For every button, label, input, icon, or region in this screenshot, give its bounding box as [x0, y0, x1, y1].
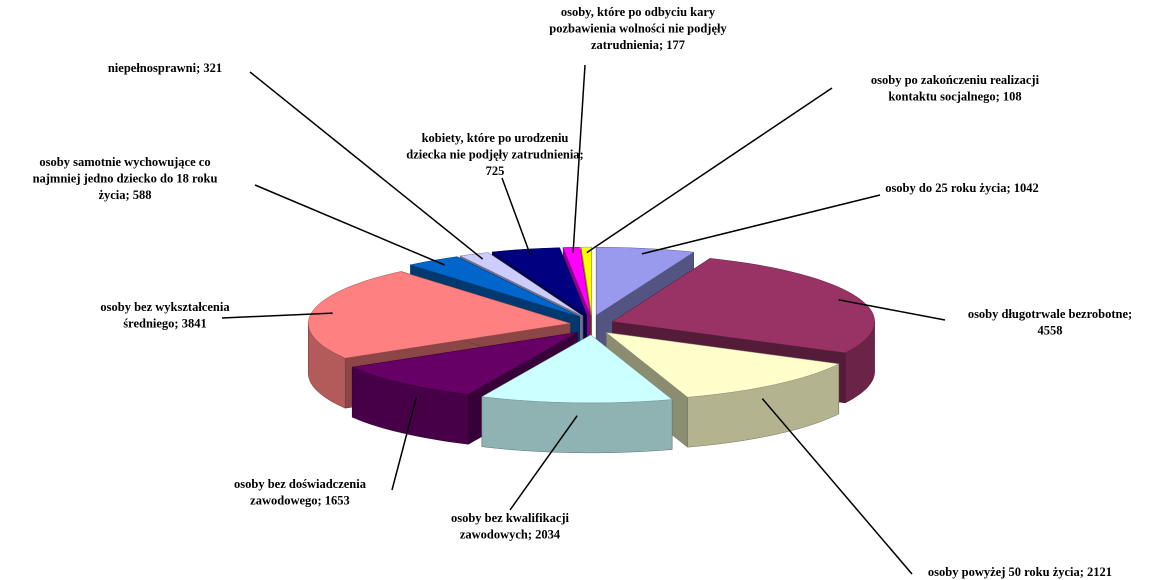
- data-label: osoby samotnie wychowujące co najmniej je…: [33, 155, 218, 202]
- data-label: osoby bez doświadczenia zawodowego; 1653: [234, 477, 367, 508]
- data-label: osoby bez kwalifikacji zawodowych; 2034: [451, 511, 570, 542]
- leader-line: [249, 71, 484, 260]
- data-label-line: średniego; 3841: [123, 317, 206, 331]
- data-label-line: osoby do 25 roku życia; 1042: [885, 181, 1039, 195]
- data-label-line: życia; 588: [98, 188, 151, 202]
- data-label: niepełnosprawni; 321: [108, 61, 222, 75]
- leader-line: [838, 299, 946, 321]
- data-label-line: dziecka nie podjęły zatrudnienia;: [406, 148, 583, 162]
- data-label-line: zatrudnienia; 177: [591, 38, 685, 52]
- slice: [481, 334, 673, 454]
- data-label-line: pozbawienia wolności nie podjęły: [549, 22, 727, 36]
- leader-line: [572, 64, 586, 253]
- data-label-line: 725: [486, 164, 505, 178]
- data-label-line: osoby powyżej 50 roku życia; 2121: [928, 565, 1112, 579]
- data-label-line: kontaktu socjalnego; 108: [888, 90, 1021, 104]
- data-label: osoby bez wykształcenia średniego; 3841: [100, 300, 230, 331]
- data-label-line: osoby długotrwale bezrobotne;: [968, 307, 1132, 321]
- leader-line: [509, 415, 578, 511]
- data-label-line: osoby bez wykształcenia: [100, 300, 230, 314]
- slice: [481, 334, 673, 404]
- slice: [459, 252, 584, 317]
- data-label-line: niepełnosprawni; 321: [108, 61, 222, 75]
- data-label: osoby po zakończeniu realizacji kontaktu …: [871, 73, 1040, 104]
- data-label-line: 4558: [1038, 324, 1063, 338]
- slice: [562, 246, 591, 316]
- data-label: kobiety, które po urodzeniu dziecka nie p…: [406, 131, 583, 178]
- data-label: osoby do 25 roku życia; 1042: [885, 181, 1039, 195]
- leader-line: [391, 397, 418, 491]
- data-label-line: zawodowego; 1653: [250, 494, 350, 508]
- slice: [611, 258, 875, 354]
- data-label-line: osoby bez doświadczenia: [234, 477, 367, 491]
- data-label-line: najmniej jedno dziecko do 18 roku: [33, 172, 218, 186]
- leader-line: [501, 177, 531, 255]
- leader-line: [641, 194, 881, 255]
- slice-side: [481, 396, 673, 454]
- leader-line: [254, 184, 445, 266]
- leader-line: [761, 398, 913, 575]
- slice: [580, 246, 592, 316]
- data-label-line: osoby po zakończeniu realizacji: [871, 73, 1040, 87]
- slice: [595, 247, 695, 316]
- data-label-line: osoby, które po odbyciu kary: [561, 5, 716, 19]
- data-label: osoby długotrwale bezrobotne; 4558: [968, 307, 1132, 338]
- leader-line: [586, 87, 833, 254]
- data-label-line: kobiety, które po urodzeniu: [422, 131, 569, 145]
- slice: [351, 332, 578, 395]
- data-label: osoby, które po odbyciu kary pozbawienia …: [549, 5, 727, 52]
- slice: [351, 331, 578, 445]
- data-label: osoby powyżej 50 roku życia; 2121: [928, 565, 1112, 579]
- slice: [605, 332, 840, 398]
- leader-line: [221, 312, 333, 319]
- slice: [308, 271, 571, 359]
- data-label-line: zawodowych; 2034: [460, 528, 561, 542]
- data-label-line: osoby bez kwalifikacji: [451, 511, 570, 525]
- data-label-line: osoby samotnie wychowujące co: [39, 155, 210, 169]
- slice: [491, 247, 588, 317]
